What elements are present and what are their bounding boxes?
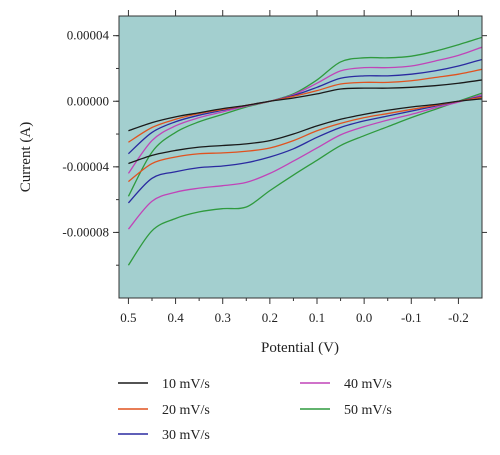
series-30-mv-s-lower-curve <box>127 95 482 204</box>
x-tick-label: 0.0 <box>356 310 372 325</box>
curves <box>127 36 482 266</box>
x-tick-label: 0.2 <box>262 310 278 325</box>
legend-label: 10 mV/s <box>162 377 210 392</box>
series-40-mv-s-upper-curve <box>127 46 482 174</box>
y-tick-label: 0.00004 <box>67 28 110 43</box>
series-50-mv-s-lower-curve <box>127 92 482 266</box>
legend-label: 20 mV/s <box>162 403 210 418</box>
x-axis: 0.5 0.4 0.3 0.2 0.1 0.0 -0.1 -0.2 <box>120 10 469 325</box>
x-tick-label: 0.4 <box>167 310 184 325</box>
x-tick-label: 0.1 <box>309 310 325 325</box>
series-50-mv-s-upper-curve <box>127 36 482 197</box>
legend-label: 30 mV/s <box>162 428 210 443</box>
series-10-mv-s-lower-curve <box>128 98 482 165</box>
x-tick-label: -0.2 <box>448 310 469 325</box>
legend-label: 40 mV/s <box>344 377 392 392</box>
x-tick-label: 0.5 <box>120 310 136 325</box>
series-20-mv-s-lower-curve <box>128 96 482 183</box>
series-10-mv-s-upper-curve <box>128 79 482 132</box>
y-tick-label: -0.00004 <box>62 159 109 174</box>
series-20-mv-s-upper-curve <box>128 68 482 143</box>
x-tick-label: -0.1 <box>401 310 422 325</box>
x-axis-title: Potential (V) <box>261 340 339 356</box>
series-40-mv-s-lower-curve <box>127 94 482 230</box>
plot-frame <box>118 15 483 299</box>
y-tick-label: 0.00000 <box>67 93 109 108</box>
y-tick-label: -0.00008 <box>62 224 109 239</box>
y-axis: 0.00004 0.00000 -0.00004 -0.00008 <box>62 28 487 239</box>
legend: 10 mV/s 20 mV/s 30 mV/s 40 mV/s 50 mV/s <box>118 377 392 443</box>
series-30-mv-s-upper-curve <box>127 58 482 155</box>
x-tick-label: 0.3 <box>215 310 231 325</box>
legend-label: 50 mV/s <box>344 403 392 418</box>
y-axis-title: Current (A) <box>18 122 34 192</box>
